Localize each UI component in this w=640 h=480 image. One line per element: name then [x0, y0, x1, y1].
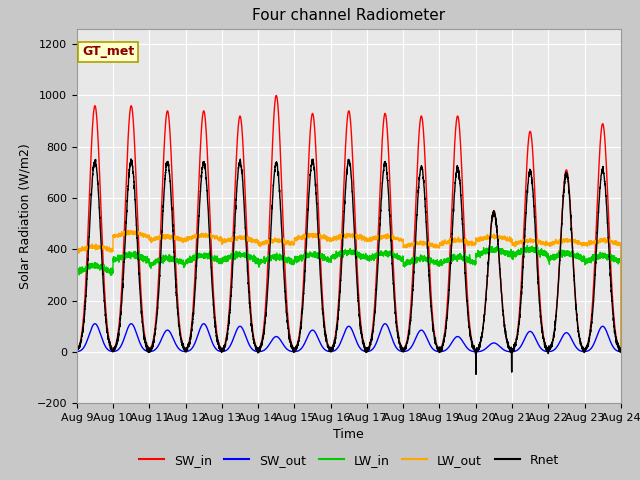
SW_out: [616, 349, 624, 355]
SW_out: [329, 348, 337, 354]
LW_in: [524, 242, 531, 248]
SW_out: [91, 321, 99, 326]
Title: Four channel Radiometer: Four channel Radiometer: [252, 9, 445, 24]
Legend: SW_in, SW_out, LW_in, LW_out, Rnet: SW_in, SW_out, LW_in, LW_out, Rnet: [134, 449, 564, 472]
Rnet: [171, 260, 179, 266]
Line: Rnet: Rnet: [77, 159, 621, 374]
SW_out: [502, 348, 509, 354]
LW_in: [171, 257, 179, 263]
SW_in: [329, 344, 337, 349]
Rnet: [502, 330, 509, 336]
SW_in: [617, 348, 625, 353]
X-axis label: Time: Time: [333, 429, 364, 442]
LW_out: [329, 237, 337, 242]
Rnet: [472, 372, 480, 377]
Line: SW_out: SW_out: [77, 324, 621, 352]
LW_out: [471, 240, 479, 245]
SW_out: [441, 348, 449, 354]
SW_out: [617, 349, 625, 355]
LW_out: [617, 348, 625, 354]
LW_out: [73, 247, 81, 253]
LW_in: [502, 248, 509, 253]
SW_in: [471, 346, 479, 351]
LW_in: [616, 257, 624, 263]
SW_in: [616, 347, 624, 352]
LW_in: [440, 256, 448, 262]
SW_in: [273, 93, 280, 98]
LW_in: [471, 258, 479, 264]
SW_out: [472, 349, 480, 355]
SW_out: [171, 339, 179, 345]
LW_in: [617, 349, 625, 355]
LW_out: [502, 237, 509, 242]
SW_out: [471, 349, 479, 355]
Y-axis label: Solar Radiation (W/m2): Solar Radiation (W/m2): [18, 143, 31, 289]
LW_out: [441, 239, 449, 244]
Rnet: [127, 156, 135, 162]
Rnet: [617, 348, 625, 353]
SW_in: [171, 235, 179, 240]
Text: GT_met: GT_met: [82, 46, 134, 59]
SW_in: [441, 330, 449, 336]
LW_out: [171, 234, 179, 240]
SW_in: [502, 331, 509, 336]
Line: LW_out: LW_out: [77, 230, 621, 351]
SW_in: [73, 347, 81, 353]
LW_in: [73, 266, 81, 272]
Rnet: [471, 348, 479, 353]
Rnet: [441, 332, 449, 338]
SW_out: [73, 349, 81, 355]
Rnet: [616, 349, 624, 355]
LW_out: [616, 240, 624, 245]
Rnet: [73, 348, 81, 354]
LW_in: [328, 254, 336, 260]
Line: SW_in: SW_in: [77, 96, 621, 350]
LW_out: [124, 228, 132, 233]
Line: LW_in: LW_in: [77, 245, 621, 352]
Rnet: [329, 346, 337, 352]
